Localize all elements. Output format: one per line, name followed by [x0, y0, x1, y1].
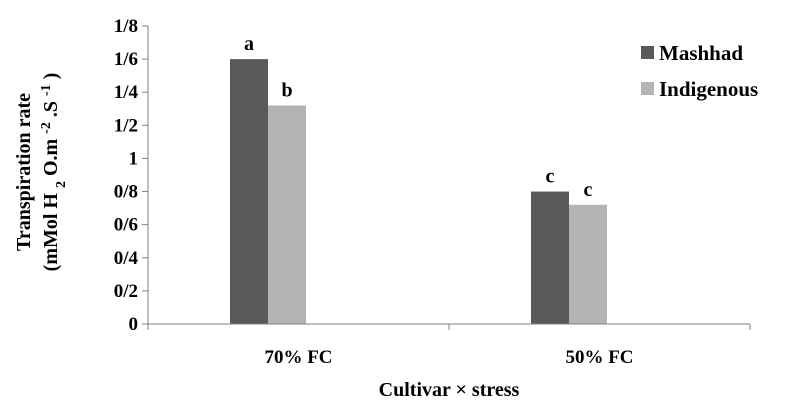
legend-label: Indigenous: [659, 77, 758, 101]
bars: [230, 59, 607, 324]
y-axis-title-part: .S: [40, 101, 62, 117]
y-axis-title-line1: Transpiration rate: [13, 93, 35, 251]
bar-significance-label: b: [281, 79, 292, 101]
y-tick-label: 1/2: [114, 115, 138, 136]
y-axis-ticks: 0 0/2 0/4 0/6 0/8 1 1/2 1/4 1/6 1/8: [114, 16, 148, 335]
y-axis-title-subscript: 2: [54, 181, 69, 188]
x-axis-title: Cultivar × stress: [379, 379, 520, 401]
y-tick-label: 0/6: [114, 215, 138, 236]
y-axis-title-part: O.m: [40, 138, 62, 176]
y-tick-label: 1: [129, 148, 139, 169]
y-axis-title-superscript: -1: [39, 84, 54, 96]
data-labels: a b c c: [244, 33, 593, 201]
y-axis-title-superscript: -2: [39, 122, 54, 134]
bar: [230, 59, 268, 324]
y-tick-label: 1/4: [114, 82, 139, 103]
y-tick-label: 0: [129, 314, 139, 335]
y-tick-label: 0/4: [114, 248, 139, 269]
bar-significance-label: a: [244, 33, 254, 55]
bar: [268, 105, 306, 324]
bar-significance-label: c: [546, 166, 555, 188]
bar: [569, 204, 607, 324]
category-labels: 70% FC 50% FC: [264, 347, 633, 368]
y-axis-title-line2: (mMol H 2 O.m -2 .S -1 ): [39, 73, 69, 272]
x-category-label: 70% FC: [264, 347, 332, 368]
x-category-label: 50% FC: [565, 347, 633, 368]
y-tick-label: 1/6: [114, 49, 138, 70]
y-tick-label: 0/8: [114, 182, 138, 203]
legend-swatch: [641, 82, 654, 95]
y-axis-title-part: (mMol H: [40, 193, 62, 272]
legend-label: Mashhad: [659, 41, 743, 65]
y-tick-label: 0/2: [114, 281, 138, 302]
bar: [531, 191, 569, 324]
y-axis-title-part: ): [40, 73, 62, 80]
bar-significance-label: c: [584, 179, 593, 201]
axes: [147, 26, 751, 330]
legend-swatch: [641, 46, 654, 59]
legend: Mashhad Indigenous: [641, 41, 758, 101]
y-tick-label: 1/8: [114, 16, 138, 37]
